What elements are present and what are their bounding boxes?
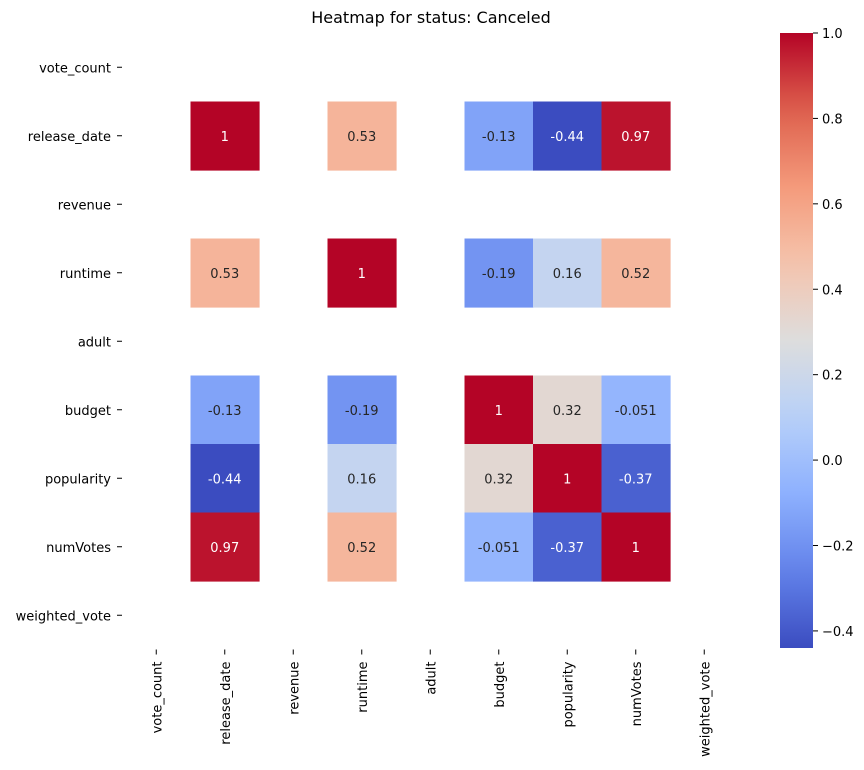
heatmap-cell	[190, 101, 260, 171]
colorbar-tick-label: 0.2	[822, 369, 843, 384]
heatmap-cell	[327, 375, 397, 445]
heatmap-cell	[533, 512, 603, 582]
heatmap-cell	[601, 238, 671, 308]
x-tick-label: budget	[493, 662, 508, 708]
cell-value-label: -0.37	[550, 541, 584, 556]
cell-value-label: 0.32	[553, 404, 582, 419]
heatmap-cell	[533, 375, 603, 445]
cell-value-label: 0.97	[621, 130, 650, 145]
cell-value-label: -0.44	[550, 130, 584, 145]
cell-value-label: 0.16	[347, 472, 376, 487]
heatmap-cell	[327, 238, 397, 308]
cell-value-label: 1	[221, 130, 229, 145]
cell-value-label: 0.53	[210, 267, 239, 282]
heatmap-cells: 1 0.53 -0.13 -0.44 0.97 0.53 1 -0.19 0.16 0.52 -0.…	[190, 101, 671, 582]
cell-value-label: -0.19	[345, 404, 379, 419]
heatmap-cell	[601, 512, 671, 582]
heatmap-cell	[464, 238, 534, 308]
colorbar-gradient	[780, 33, 813, 648]
x-tick-label: vote_count	[150, 662, 165, 734]
cell-value-label: -0.13	[208, 404, 242, 419]
colorbar-tick-label: −0.2	[822, 540, 854, 555]
y-tick-label: release_date	[28, 130, 111, 145]
x-tick-label: runtime	[356, 662, 371, 713]
x-axis-ticks: vote_count release_date revenue runtime adul…	[150, 649, 713, 757]
colorbar-tick-label: −0.4	[822, 625, 854, 640]
heatmap-cell	[327, 444, 397, 514]
y-tick-label: popularity	[45, 472, 111, 487]
cell-value-label: 0.52	[347, 541, 376, 556]
cell-value-label: 0.32	[484, 472, 513, 487]
cell-value-label: 0.97	[210, 541, 239, 556]
cell-value-label: -0.051	[478, 541, 520, 556]
colorbar: 1.0 0.8 0.6 0.4 0.2 0.0 −0.2 −0.4	[780, 27, 854, 648]
y-tick-label: budget	[65, 404, 111, 419]
colorbar-tick-label: 0.8	[822, 112, 843, 127]
cell-value-label: -0.051	[615, 404, 657, 419]
heatmap-cell	[190, 512, 260, 582]
colorbar-tick-label: 0.4	[822, 283, 843, 298]
cell-value-label: -0.13	[482, 130, 516, 145]
heatmap-cell	[601, 101, 671, 171]
heatmap-cell	[464, 375, 534, 445]
cell-value-label: 0.52	[621, 267, 650, 282]
y-tick-label: adult	[78, 335, 111, 350]
cell-value-label: 0.16	[553, 267, 582, 282]
y-tick-label: runtime	[60, 267, 111, 282]
heatmap-cell	[464, 512, 534, 582]
x-tick-label: weighted_vote	[698, 662, 713, 757]
y-tick-label: weighted_vote	[16, 609, 111, 624]
heatmap-cell	[601, 375, 671, 445]
cell-value-label: -0.37	[619, 472, 653, 487]
x-tick-label: adult	[424, 662, 439, 695]
y-tick-label: numVotes	[46, 541, 111, 556]
x-tick-label: revenue	[287, 662, 302, 715]
heatmap-cell	[327, 101, 397, 171]
heatmap-cell	[327, 512, 397, 582]
colorbar-tick-label: 1.0	[822, 27, 843, 42]
heatmap-cell	[601, 444, 671, 514]
x-tick-label: popularity	[561, 661, 576, 727]
heatmap-cell	[533, 444, 603, 514]
x-tick-label: release_date	[219, 661, 234, 744]
heatmap-cell	[190, 444, 260, 514]
cell-value-label: 0.53	[347, 130, 376, 145]
chart-title: Heatmap for status: Canceled	[311, 8, 551, 27]
cell-value-label: -0.44	[208, 472, 242, 487]
heatmap-cell	[464, 101, 534, 171]
heatmap-cell	[190, 238, 260, 308]
heatmap-cell	[190, 375, 260, 445]
colorbar-tick-label: 0.0	[822, 454, 843, 469]
cell-value-label: 1	[563, 472, 571, 487]
cell-value-label: -0.19	[482, 267, 516, 282]
colorbar-tick-label: 0.6	[822, 198, 843, 213]
cell-value-label: 1	[495, 404, 503, 419]
heatmap-cell	[464, 444, 534, 514]
cell-value-label: 1	[358, 267, 366, 282]
y-tick-label: revenue	[58, 198, 111, 213]
heatmap-cell	[533, 101, 603, 171]
y-tick-label: vote_count	[39, 61, 111, 76]
heatmap-cell	[533, 238, 603, 308]
cell-value-label: 1	[632, 541, 640, 556]
x-tick-label: numVotes	[630, 661, 645, 726]
